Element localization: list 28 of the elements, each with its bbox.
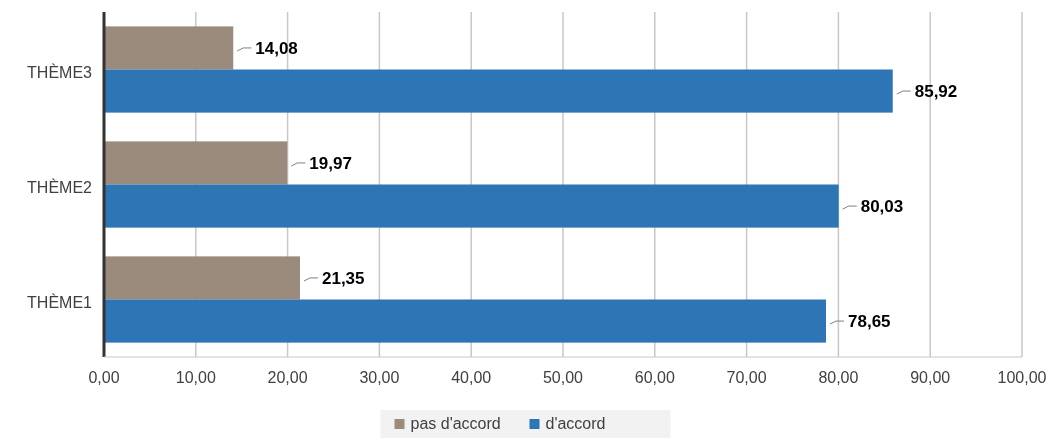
y-tick-label: THÈME3 [27, 62, 93, 81]
bar [104, 256, 300, 300]
data-label: 80,03 [860, 197, 904, 217]
x-tick-label: 80,00 [818, 369, 859, 386]
bar [104, 26, 234, 70]
bar [104, 141, 288, 185]
data-label: 78,65 [848, 312, 891, 332]
x-tick-label: 10,00 [175, 369, 216, 386]
bar [104, 184, 839, 228]
x-tick-label: 100,00 [997, 369, 1047, 386]
x-tick-label: 0,00 [88, 369, 120, 386]
bar [104, 299, 827, 343]
x-tick-label: 20,00 [267, 369, 308, 386]
x-tick-label: 70,00 [726, 369, 767, 386]
data-label: 85,92 [914, 82, 958, 102]
y-tick-label: THÈME1 [27, 292, 93, 311]
y-tick-label: THÈME2 [27, 177, 93, 196]
x-tick-label: 50,00 [542, 369, 584, 386]
x-tick-label: 60,00 [634, 369, 675, 386]
legend-label: pas d'accord [410, 415, 501, 432]
bar [104, 69, 893, 113]
data-label: 19,97 [309, 153, 352, 173]
legend-label: d'accord [545, 415, 606, 432]
data-label: 21,35 [321, 268, 365, 288]
data-label: 14,08 [255, 38, 298, 58]
x-tick-label: 40,00 [451, 369, 492, 386]
x-tick-label: 30,00 [359, 369, 400, 386]
x-tick-label: 90,00 [910, 369, 951, 386]
